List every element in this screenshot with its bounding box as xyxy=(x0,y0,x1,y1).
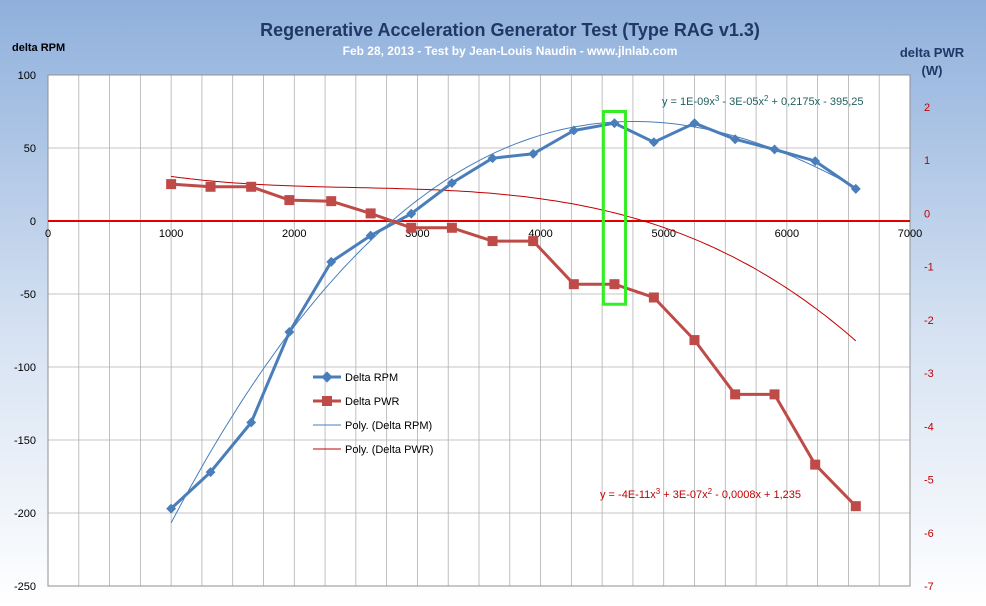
point-delta-rpm xyxy=(648,137,659,148)
point-delta-rpm xyxy=(487,153,498,164)
left-tick-label: -200 xyxy=(14,508,36,520)
point-delta-rpm xyxy=(246,417,257,428)
point-delta-pwr xyxy=(730,389,741,400)
point-delta-rpm xyxy=(689,118,700,129)
right-tick-label: -4 xyxy=(924,421,934,433)
point-delta-rpm xyxy=(730,134,741,145)
point-delta-rpm xyxy=(284,327,295,337)
point-delta-rpm xyxy=(568,125,579,136)
right-axis-title-line2: (W) xyxy=(922,63,943,78)
point-delta-rpm xyxy=(326,256,337,267)
right-tick-label: -3 xyxy=(924,368,934,380)
left-tick-label: -150 xyxy=(14,435,36,447)
legend-item-poly-rpm: Poly. (Delta RPM) xyxy=(313,420,432,432)
grid xyxy=(47,74,911,587)
trend-equation-pwr: y = -4E-11x3 + 3E-07x2 - 0,0008x + 1,235 xyxy=(600,487,801,502)
right-tick-label: -7 xyxy=(924,581,934,593)
legend-label-delta-pwr: Delta PWR xyxy=(345,396,399,408)
highlight-box xyxy=(601,110,628,306)
legend-marker-delta-rpm xyxy=(321,371,333,383)
chart-subtitle: Feb 28, 2013 - Test by Jean-Louis Naudin… xyxy=(343,44,678,58)
point-delta-rpm xyxy=(406,208,417,219)
point-delta-pwr xyxy=(568,279,579,290)
trend-equation-rpm: y = 1E-09x3 - 3E-05x2 + 0,2175x - 395,25 xyxy=(662,94,864,109)
series-line-delta-rpm xyxy=(170,121,857,510)
point-delta-rpm xyxy=(850,183,861,194)
point-delta-rpm xyxy=(769,144,780,155)
point-delta-pwr xyxy=(326,196,337,207)
right-tick-label: 0 xyxy=(924,208,930,220)
left-tick-label: -250 xyxy=(14,581,36,593)
x-tick-label: 2000 xyxy=(282,228,306,240)
series-line-delta-pwr xyxy=(170,182,857,508)
left-tick-label: -100 xyxy=(14,362,36,374)
left-tick-label: 100 xyxy=(18,70,36,82)
legend-label-poly-rpm: Poly. (Delta RPM) xyxy=(345,420,432,432)
data-series xyxy=(166,118,861,514)
left-tick-label: 0 xyxy=(30,216,36,228)
point-delta-pwr xyxy=(205,181,216,192)
point-delta-pwr xyxy=(487,236,498,247)
point-delta-rpm xyxy=(365,230,376,241)
left-axis-ticks: 100 50 0 -50 -100 -150 -200 -250 xyxy=(14,70,36,593)
legend-item-poly-pwr: Poly. (Delta PWR) xyxy=(313,444,433,456)
point-delta-rpm xyxy=(205,467,216,478)
x-tick-label: 5000 xyxy=(651,228,675,240)
right-tick-label: 1 xyxy=(924,155,930,167)
point-delta-rpm xyxy=(810,156,821,167)
chart-title: Regenerative Acceleration Generator Test… xyxy=(260,20,760,40)
right-tick-label: -1 xyxy=(924,262,934,274)
point-delta-pwr xyxy=(406,222,417,233)
point-delta-pwr xyxy=(810,459,821,470)
point-delta-pwr xyxy=(609,279,620,290)
legend-item-delta-rpm: Delta RPM xyxy=(313,371,398,384)
left-tick-label: 50 xyxy=(24,143,36,155)
x-tick-label: 0 xyxy=(45,228,51,240)
point-delta-pwr xyxy=(648,292,659,303)
point-delta-pwr xyxy=(166,179,177,190)
point-delta-rpm xyxy=(446,178,457,188)
point-delta-pwr xyxy=(446,222,457,233)
right-axis-ticks: 2 1 0 -1 -2 -3 -4 -5 -6 -7 xyxy=(924,102,934,593)
left-axis-title: delta RPM xyxy=(12,42,65,54)
plot-border xyxy=(47,74,911,587)
point-delta-pwr xyxy=(769,389,780,400)
point-delta-rpm xyxy=(609,118,620,129)
right-tick-label: -2 xyxy=(924,315,934,327)
legend: Delta RPM Delta PWR Poly. (Delta RPM) Po… xyxy=(313,371,433,456)
point-delta-pwr xyxy=(246,181,257,192)
point-delta-pwr xyxy=(528,236,539,247)
legend-label-delta-rpm: Delta RPM xyxy=(345,372,398,384)
x-tick-label: 1000 xyxy=(159,228,183,240)
legend-label-poly-pwr: Poly. (Delta PWR) xyxy=(345,444,433,456)
highlight-rectangle xyxy=(601,110,628,306)
x-tick-label: 6000 xyxy=(775,228,799,240)
legend-marker-delta-pwr xyxy=(322,396,332,406)
point-delta-pwr xyxy=(689,335,700,346)
point-delta-pwr xyxy=(365,208,376,219)
point-delta-rpm xyxy=(166,503,177,514)
left-tick-label: -50 xyxy=(20,289,36,301)
right-tick-label: 2 xyxy=(924,102,930,114)
right-tick-label: -6 xyxy=(924,528,934,540)
trendline-delta-pwr xyxy=(171,175,857,342)
point-delta-rpm xyxy=(528,148,539,159)
point-delta-pwr xyxy=(284,195,295,206)
point-delta-pwr xyxy=(850,501,861,512)
right-tick-label: -5 xyxy=(924,475,934,487)
legend-item-delta-pwr: Delta PWR xyxy=(313,396,399,408)
right-axis-title-line1: delta PWR xyxy=(900,45,965,60)
x-tick-label: 7000 xyxy=(898,228,922,240)
